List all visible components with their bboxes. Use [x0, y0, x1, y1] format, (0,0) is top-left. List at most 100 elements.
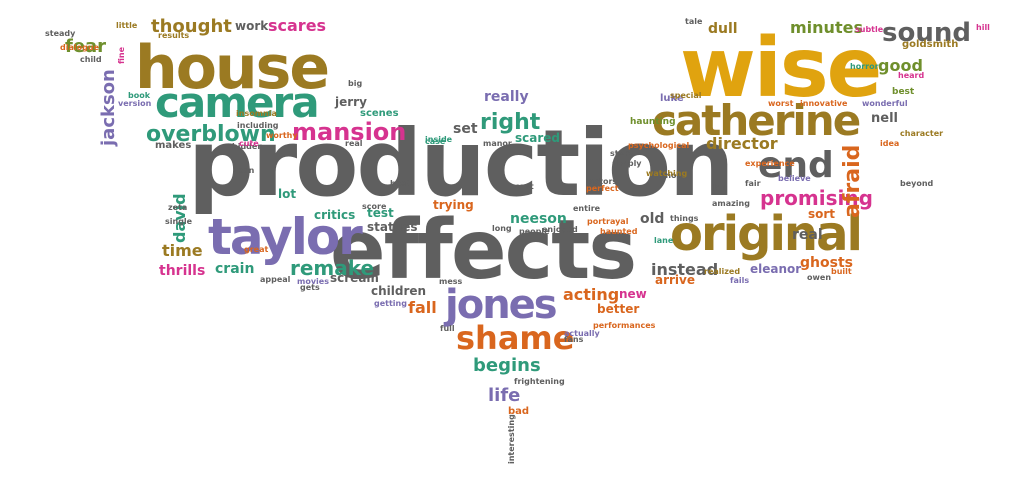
word: work [235, 19, 269, 33]
word: special [670, 91, 702, 100]
word: getting [374, 299, 407, 308]
word: watching [646, 169, 688, 178]
word: beat [390, 179, 411, 188]
word: subtle [855, 25, 884, 34]
word: life [488, 385, 521, 406]
word: things [670, 214, 699, 223]
word: fine [117, 46, 126, 64]
word: eleanor [750, 262, 802, 276]
word: thrills [159, 263, 206, 279]
word: set [453, 121, 478, 137]
word: better [597, 302, 640, 316]
word: camera [155, 78, 320, 127]
word: version [118, 99, 152, 108]
word: arrive [655, 273, 696, 287]
word: appeal [260, 275, 291, 284]
word: real [345, 139, 363, 148]
word: heard [898, 71, 925, 80]
word: catherine [652, 96, 861, 145]
word: lane [654, 236, 674, 245]
word: amazing [712, 199, 750, 208]
word: remake [290, 256, 375, 280]
word: little [116, 21, 138, 30]
word: realized [704, 267, 741, 276]
word: shame [456, 319, 575, 357]
word: psychological [628, 141, 690, 150]
word: luke [660, 93, 684, 104]
word: horror [850, 62, 879, 71]
word: frightening [514, 377, 565, 386]
word: begins [473, 355, 541, 376]
word: scares [268, 16, 327, 35]
word: promising [760, 186, 873, 210]
word: know [660, 171, 684, 180]
word: jerry [335, 95, 367, 109]
word: perfect [586, 184, 619, 193]
word: actually [564, 329, 600, 338]
word: really [484, 89, 529, 105]
word: cute [239, 139, 259, 148]
word: mansion [292, 118, 407, 146]
word: neeson [510, 211, 567, 227]
word: time [162, 241, 203, 260]
word: good [878, 56, 923, 75]
word: critics [314, 208, 356, 222]
word: test [367, 206, 394, 220]
word: big [348, 79, 363, 88]
word: steady [45, 29, 76, 38]
word: jan [713, 183, 727, 192]
word: thought [151, 16, 232, 37]
word: trying [433, 198, 474, 212]
word: performances [593, 321, 656, 330]
word: long [492, 224, 512, 233]
word: seen [233, 166, 255, 175]
word: case [425, 137, 446, 146]
word: crain [215, 261, 255, 277]
word: worthy [266, 131, 298, 140]
word: enjoyed [542, 225, 578, 234]
word: single [165, 217, 193, 226]
word: simply [612, 159, 642, 168]
word: hidden [232, 142, 264, 151]
word: bad [508, 406, 530, 417]
word: old [640, 211, 665, 227]
word: end [758, 145, 834, 186]
word: manor [483, 139, 512, 148]
word: fear [65, 36, 107, 57]
word: jackson [98, 69, 119, 146]
word: goldsmith [902, 39, 959, 50]
word: entire [573, 204, 601, 213]
word: nell [871, 111, 898, 126]
word: house [135, 33, 330, 103]
word: zeta [168, 203, 188, 212]
word: real [792, 227, 823, 243]
word: fall [408, 298, 437, 317]
word: production [188, 110, 735, 217]
word: owen [807, 273, 832, 282]
word: hill [976, 23, 990, 32]
word: sort [808, 207, 836, 221]
word: haunting [630, 117, 676, 127]
word: built [831, 267, 852, 276]
word: insomnia [236, 109, 277, 118]
word: scared [515, 131, 560, 145]
word: movies [297, 277, 329, 286]
word: mess [439, 277, 463, 286]
word: experience [745, 159, 795, 168]
word: actors [589, 177, 618, 186]
word: book [128, 91, 151, 100]
word: afraid [840, 144, 865, 218]
word: including [237, 121, 279, 130]
word: director [706, 134, 778, 153]
word: dialogue [60, 43, 99, 52]
word: jones [445, 282, 558, 328]
word: scenes [360, 108, 399, 119]
word: cast [515, 182, 534, 191]
word: people [519, 227, 550, 236]
word: instead [651, 260, 719, 279]
word: child [80, 55, 102, 64]
word: interesting [507, 414, 516, 464]
word: right [480, 110, 541, 135]
word: new [619, 287, 647, 301]
